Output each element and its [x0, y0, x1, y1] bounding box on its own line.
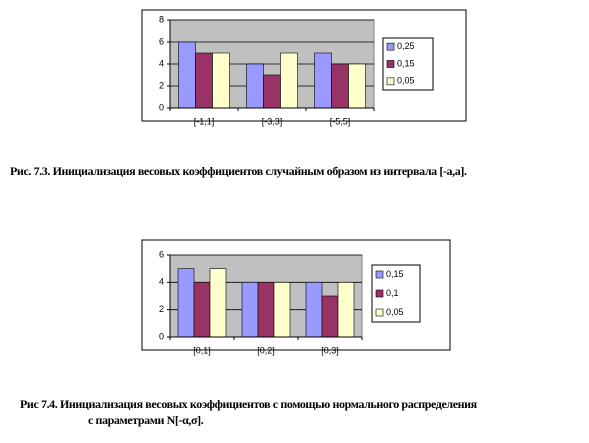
legend-label: 0,1: [386, 288, 399, 298]
caption: с параметрами N[-α,σ].: [88, 413, 204, 427]
y-tick-label: 4: [159, 58, 164, 68]
legend-swatch: [386, 77, 395, 86]
bar: [212, 52, 230, 109]
legend-label: 0,25: [397, 41, 415, 51]
bar: [337, 282, 355, 338]
bar: [273, 282, 291, 338]
legend-swatch: [386, 42, 395, 51]
x-tick-label: [-1,1]: [194, 116, 215, 126]
x-tick-label: [0,2]: [257, 345, 275, 355]
bar: [246, 63, 264, 109]
bar: [193, 282, 211, 338]
bar: [177, 268, 195, 338]
legend-swatch: [375, 308, 384, 317]
bar: [257, 282, 275, 338]
y-tick-label: 6: [159, 36, 164, 46]
caption: Рис. 7.3. Инициализация весовых коэффици…: [10, 164, 467, 178]
y-tick-label: 2: [159, 304, 164, 314]
legend-label: 0,05: [397, 76, 415, 86]
bar: [348, 63, 366, 109]
bar: [305, 282, 323, 338]
x-tick-label: [-5,5]: [330, 116, 351, 126]
x-tick-label: [-3,3]: [262, 116, 283, 126]
y-tick-label: 0: [159, 102, 164, 112]
bar: [195, 52, 213, 109]
x-tick-label: [0,3]: [321, 345, 339, 355]
legend-label: 0,05: [386, 307, 404, 317]
bar: [263, 74, 281, 109]
bar: [314, 52, 332, 109]
y-tick-label: 0: [159, 331, 164, 341]
bar: [321, 295, 339, 338]
bar: [331, 63, 349, 109]
x-tick-label: [0,1]: [193, 345, 211, 355]
legend-swatch: [386, 60, 395, 68]
y-tick-label: 2: [159, 80, 164, 90]
y-tick-label: 6: [159, 249, 164, 259]
legend-label: 0,15: [386, 269, 404, 279]
bar: [209, 268, 227, 338]
bar: [280, 52, 298, 109]
y-tick-label: 8: [159, 14, 164, 24]
legend-swatch: [375, 289, 384, 298]
y-tick-label: 4: [159, 277, 164, 287]
bar: [241, 282, 259, 338]
legend-swatch: [375, 270, 384, 279]
caption: Рис 7.4. Инициализация весовых коэффицие…: [20, 397, 478, 411]
bar: [178, 41, 196, 109]
legend-label: 0,15: [397, 58, 415, 68]
